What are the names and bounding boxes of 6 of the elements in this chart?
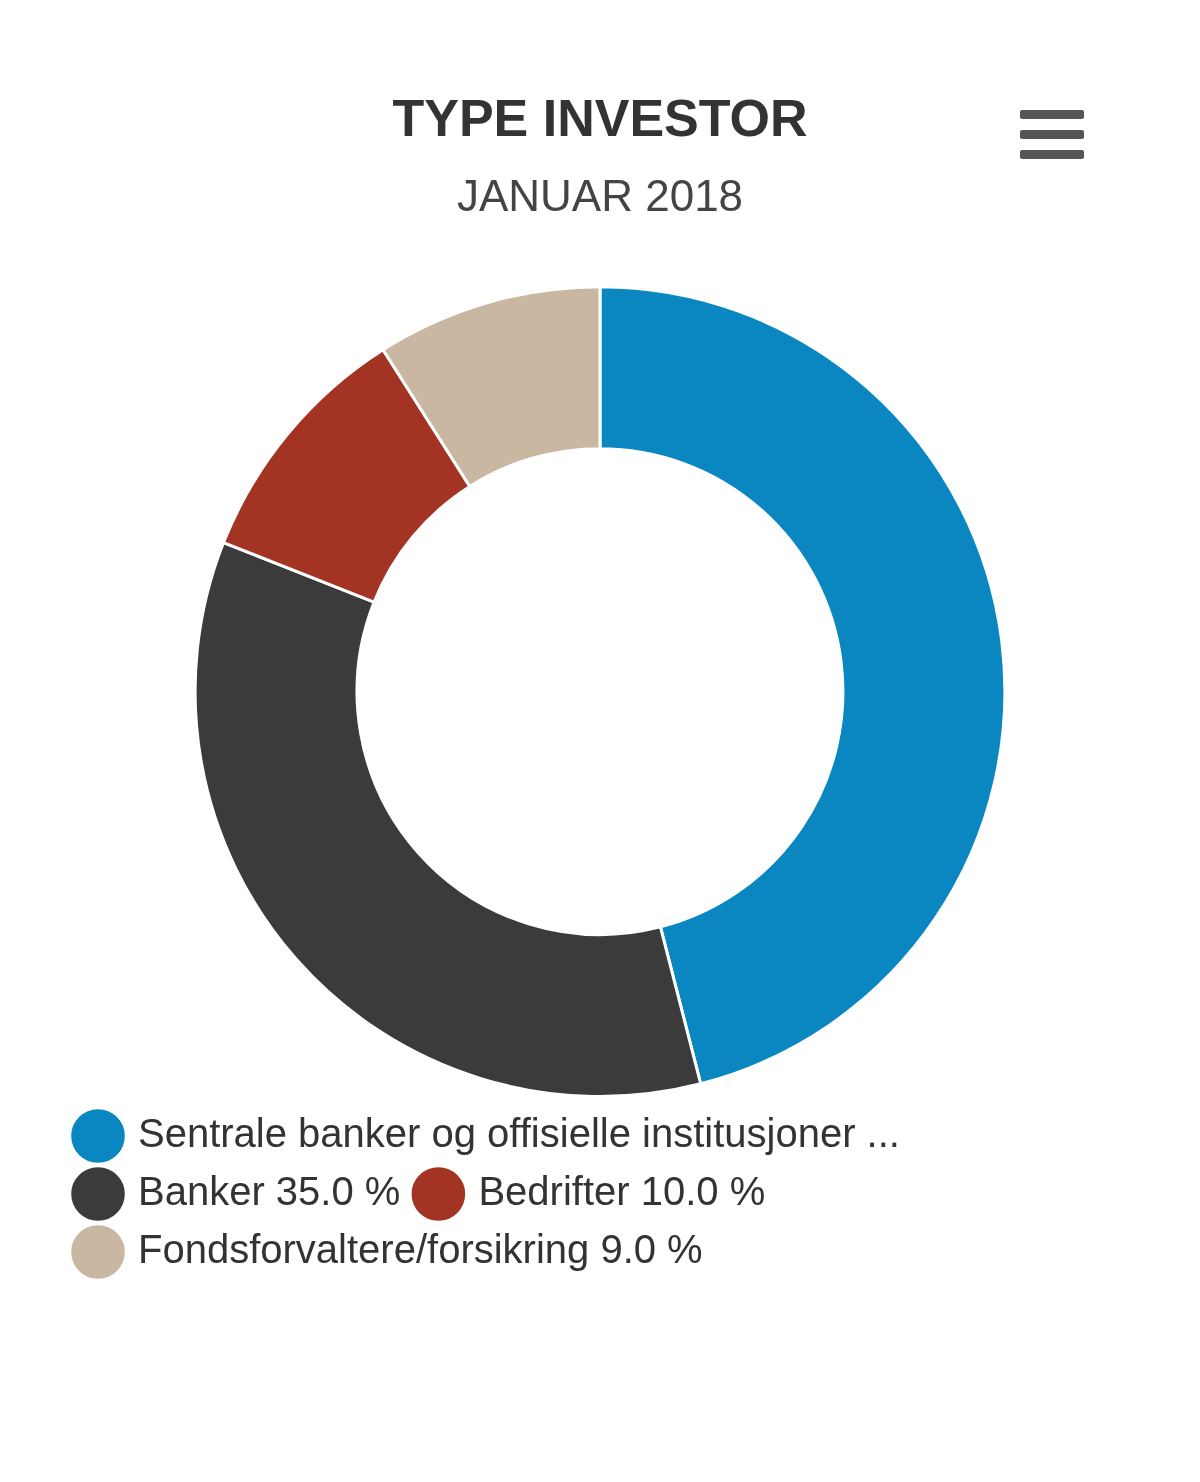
chart-title: TYPE INVESTOR <box>392 88 808 147</box>
chart-subtitle: JANUAR 2018 <box>456 170 744 220</box>
legend-label: Fondsforvaltere/forsikring 9.0 % <box>138 1227 703 1272</box>
legend-label: Banker 35.0 % <box>138 1169 401 1214</box>
legend-label: Sentrale banker og offisielle institusjoner ... <box>138 1111 900 1156</box>
legend-label: Bedrifter 10.0 % <box>478 1169 766 1214</box>
